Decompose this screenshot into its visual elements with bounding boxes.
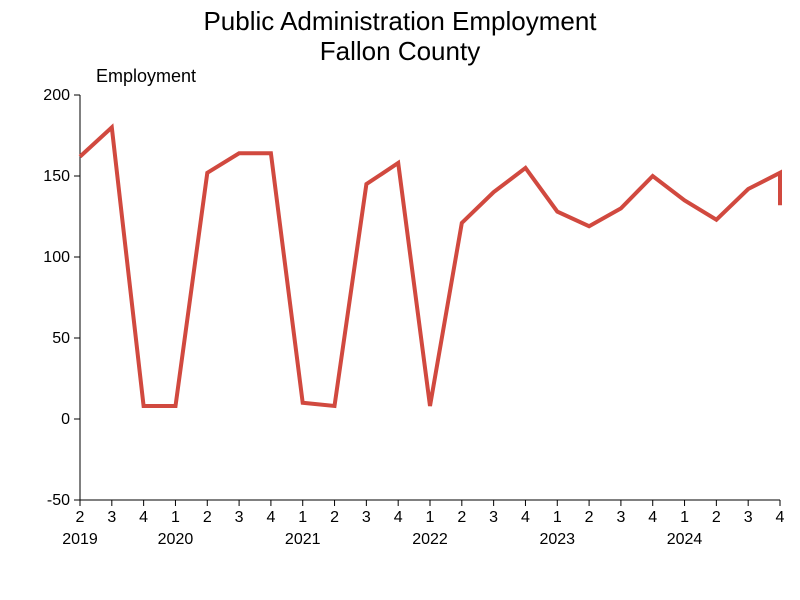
x-quarter-label: 3 — [107, 509, 116, 526]
x-quarter-label: 1 — [553, 509, 562, 526]
x-quarter-label: 3 — [235, 509, 244, 526]
x-quarter-label: 1 — [680, 509, 689, 526]
x-quarter-label: 1 — [171, 509, 180, 526]
y-tick-label: 200 — [43, 87, 70, 104]
x-quarter-label: 3 — [744, 509, 753, 526]
x-quarter-label: 4 — [394, 509, 403, 526]
x-quarter-label: 1 — [298, 509, 307, 526]
y-tick-label: 50 — [52, 330, 70, 347]
data-series-line — [80, 127, 780, 406]
x-year-label: 2021 — [285, 531, 321, 548]
x-quarter-label: 3 — [362, 509, 371, 526]
y-tick-label: -50 — [47, 492, 70, 509]
x-quarter-label: 4 — [139, 509, 148, 526]
x-quarter-label: 4 — [521, 509, 530, 526]
chart-svg: -50 0 50 100 150 200 2 3 4 1 2 3 4 1 2 3 4 1 2 3 4 1 2 3 4 1 2 3 4 20… — [0, 0, 800, 600]
x-quarter-label: 4 — [266, 509, 275, 526]
x-quarter-label: 3 — [489, 509, 498, 526]
x-quarter-label: 4 — [776, 509, 785, 526]
x-quarter-label: 2 — [585, 509, 594, 526]
x-quarter-label: 1 — [426, 509, 435, 526]
x-quarter-label: 2 — [330, 509, 339, 526]
chart-container: Public Administration Employment Fallon … — [0, 0, 800, 600]
x-year-label: 2020 — [158, 531, 194, 548]
x-year-label: 2022 — [412, 531, 448, 548]
y-tick-label: 150 — [43, 168, 70, 185]
x-quarter-label: 3 — [616, 509, 625, 526]
x-quarter-label: 2 — [457, 509, 466, 526]
x-year-label: 2024 — [667, 531, 703, 548]
x-quarter-label: 4 — [648, 509, 657, 526]
x-quarter-label: 2 — [76, 509, 85, 526]
x-quarter-label: 2 — [203, 509, 212, 526]
y-tick-label: 0 — [61, 411, 70, 428]
y-tick-label: 100 — [43, 249, 70, 266]
x-year-label: 2023 — [539, 531, 575, 548]
x-quarter-label: 2 — [712, 509, 721, 526]
x-year-label: 2019 — [62, 531, 98, 548]
